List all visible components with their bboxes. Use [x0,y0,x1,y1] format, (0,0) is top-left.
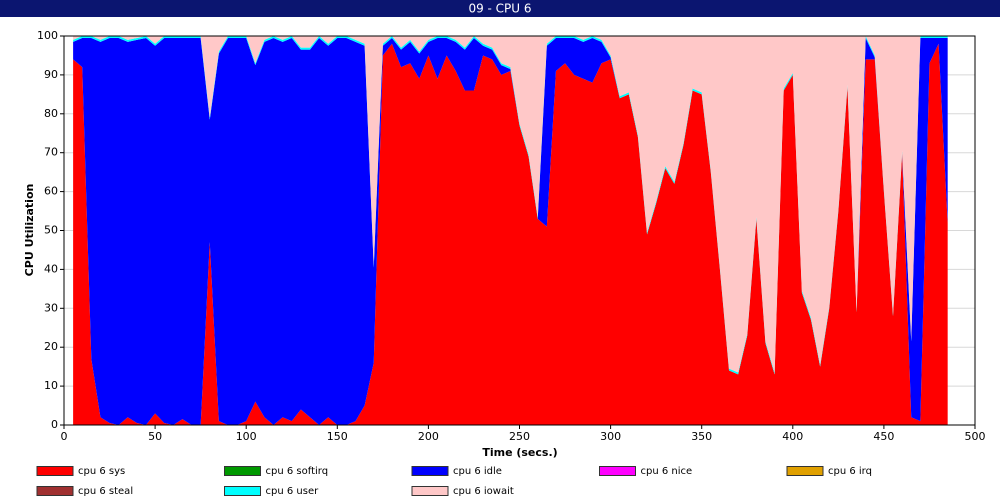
legend-swatch [224,486,261,496]
y-tick-label: 60 [44,185,58,198]
legend-swatch [36,466,74,476]
x-tick-label: 0 [61,430,68,443]
area [73,37,948,425]
y-tick-label: 40 [44,262,58,275]
area [73,36,948,373]
legend-swatch [411,486,449,496]
title-bar [0,0,1000,17]
legend-swatch [786,466,824,476]
x-tick-label: 100 [236,430,257,443]
legend-label: cpu 6 user [266,486,320,497]
legend-swatch [224,466,261,476]
x-tick-label: 450 [873,430,894,443]
y-tick-label: 0 [51,418,58,431]
x-tick-label: 200 [418,430,439,443]
y-tick-label: 70 [44,146,58,159]
y-tick-label: 80 [44,107,58,120]
y-axis-label: CPU Utilization [23,184,36,277]
y-tick-label: 50 [44,224,58,237]
y-tick-label: 20 [44,340,58,353]
legend-swatch [599,466,636,476]
area [73,43,948,425]
legend-label: cpu 6 irq [828,466,872,477]
plot-border [63,35,976,426]
legend-label: cpu 6 softirq [266,466,329,477]
legend-label: cpu 6 nice [641,466,693,477]
x-tick-label: 300 [600,430,621,443]
x-tick-label: 250 [509,430,530,443]
legend-label: cpu 6 sys [78,466,125,477]
x-tick-label: 500 [965,430,986,443]
y-tick-label: 100 [37,29,58,42]
chart-title: 09 - CPU 6 [468,2,531,16]
legend-swatch [36,486,74,496]
y-tick-label: 30 [44,301,58,314]
x-tick-label: 50 [148,430,162,443]
y-tick-label: 10 [44,379,58,392]
legend-label: cpu 6 iowait [453,486,514,497]
x-tick-label: 350 [691,430,712,443]
y-tick-label: 90 [44,68,58,81]
legend-label: cpu 6 idle [453,466,502,477]
legend-swatch [411,466,449,476]
x-axis-label: Time (secs.) [482,446,557,459]
x-tick-label: 150 [327,430,348,443]
x-tick-label: 400 [782,430,803,443]
legend-label: cpu 6 steal [78,486,133,497]
